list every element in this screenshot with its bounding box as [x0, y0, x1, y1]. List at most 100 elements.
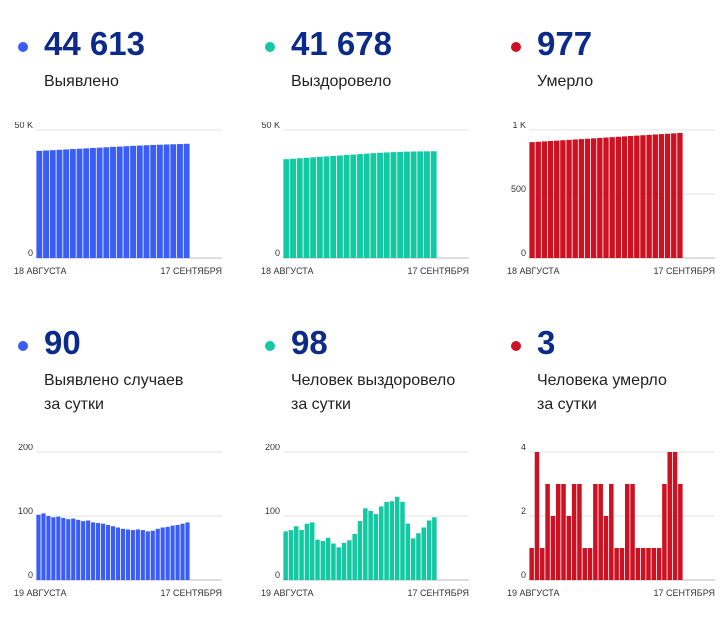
y-tick-label: 1 K — [512, 122, 526, 130]
bar — [357, 521, 363, 580]
bar — [656, 548, 662, 580]
y-tick-label: 100 — [18, 506, 33, 516]
detected-daily-chart: 0 100 200 19 АВГУСТА 17 СЕНТЯБРЯ — [14, 444, 222, 598]
bar — [51, 517, 56, 580]
recovered-total-chart: 0 50 K 18 АВГУСТА 17 СЕНТЯБРЯ — [261, 122, 469, 276]
bar — [120, 528, 126, 580]
bar — [294, 526, 299, 580]
x-end-label: 17 СЕНТЯБРЯ — [407, 266, 469, 276]
bar — [61, 517, 66, 580]
bar — [577, 484, 582, 580]
x-start-label: 19 АВГУСТА — [14, 588, 67, 598]
bar — [71, 518, 76, 580]
bar — [310, 157, 317, 258]
legend-dot-icon — [265, 341, 275, 351]
y-tick-label: 0 — [275, 248, 280, 258]
y-tick-label: 0 — [521, 570, 526, 580]
bar — [81, 521, 86, 580]
y-tick-label: 0 — [521, 248, 526, 258]
detected-total-value: 44 613 — [44, 25, 145, 62]
recovered-daily-chart: 0 100 200 19 АВГУСТА 17 СЕНТЯБРЯ — [261, 444, 469, 598]
y-tick-label: 2 — [521, 506, 526, 516]
x-end-label: 17 СЕНТЯБРЯ — [160, 266, 222, 276]
bar — [416, 533, 421, 580]
bar — [405, 523, 411, 580]
y-tick-label: 0 — [28, 570, 33, 580]
bar — [662, 484, 667, 580]
bar — [316, 156, 323, 258]
label-line: Человек выздоровело — [291, 372, 456, 389]
label-line: за сутки — [537, 396, 597, 413]
bar — [658, 134, 665, 258]
x-start-label: 18 АВГУСТА — [261, 266, 314, 276]
bar — [566, 139, 572, 258]
bar — [177, 144, 183, 258]
bar — [678, 484, 683, 580]
bar — [283, 159, 290, 258]
bar — [584, 138, 591, 258]
bar — [36, 514, 41, 580]
detected-total-panel: 44 613 Выявлено 0 50 K 18 АВГУСТА 17 СЕНТЯБРЯ — [14, 22, 244, 332]
bar — [115, 527, 121, 580]
bar — [170, 525, 175, 580]
label-line: Выявлено случаев — [44, 372, 184, 389]
bar — [373, 514, 379, 580]
bar — [103, 147, 110, 258]
bar — [165, 526, 170, 580]
label-line: за сутки — [291, 396, 351, 413]
bar — [410, 151, 417, 258]
bar — [421, 527, 426, 580]
legend-dot-icon — [18, 42, 28, 52]
bar — [299, 530, 304, 580]
bar — [378, 506, 384, 580]
bar — [621, 136, 628, 258]
bar — [76, 148, 83, 258]
label-line: Выздоровело — [291, 73, 392, 90]
bar — [624, 484, 630, 580]
bar — [341, 542, 347, 580]
bar — [587, 548, 593, 580]
bar — [534, 452, 540, 580]
x-start-label: 18 АВГУСТА — [14, 266, 67, 276]
bar — [561, 484, 566, 580]
bar — [89, 148, 96, 258]
label-line: Человека умерло — [537, 372, 667, 389]
bar — [430, 151, 437, 258]
recovered-total-value: 41 678 — [291, 25, 392, 62]
bar — [96, 523, 101, 580]
bar — [41, 513, 46, 580]
bar — [110, 526, 116, 580]
bar — [582, 548, 588, 580]
bar — [43, 150, 49, 258]
bar — [336, 155, 343, 258]
bar — [315, 539, 320, 580]
bar — [363, 508, 368, 580]
bar — [635, 548, 641, 580]
bar — [667, 452, 672, 580]
bar — [163, 144, 170, 258]
bar — [390, 152, 397, 258]
bar — [105, 524, 111, 580]
bar — [56, 516, 61, 580]
bar — [529, 548, 534, 580]
bar — [389, 501, 395, 580]
bar — [357, 154, 363, 258]
bar — [652, 134, 658, 258]
bar — [91, 522, 96, 580]
legend-dot-icon — [511, 42, 521, 52]
bar — [288, 530, 294, 580]
bar — [377, 152, 384, 258]
bar — [640, 548, 646, 580]
bar — [619, 548, 625, 580]
bar — [541, 141, 548, 258]
bar — [56, 149, 63, 258]
bar — [185, 522, 190, 580]
bar — [547, 141, 554, 258]
bar — [614, 548, 619, 580]
bar — [63, 149, 70, 258]
detected-daily-value: 90 — [44, 324, 81, 361]
bar — [330, 155, 337, 258]
y-tick-label: 200 — [265, 444, 280, 452]
bar — [555, 484, 561, 580]
bar — [550, 516, 556, 580]
